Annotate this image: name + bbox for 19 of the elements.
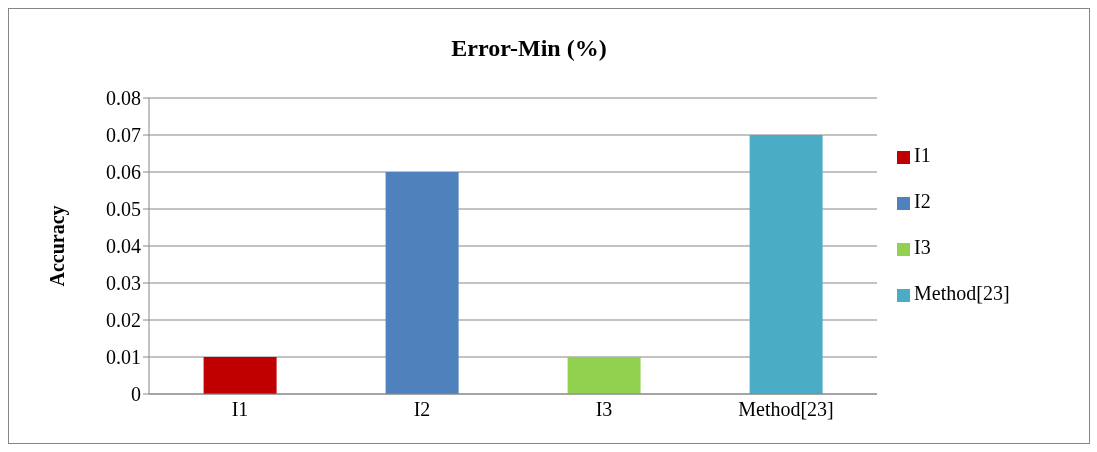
x-tick-label: I3 (595, 398, 613, 421)
y-tick-label: 0.02 (106, 309, 141, 332)
y-axis-title: Accuracy (46, 205, 70, 287)
legend-label: Method[23] (914, 282, 1010, 304)
y-tick-label: 0.05 (106, 198, 141, 221)
legend-label: I3 (914, 236, 931, 258)
y-tick-label: 0.01 (106, 346, 141, 369)
x-tick-label: Method[23] (738, 398, 834, 421)
y-tick-label: 0.04 (106, 235, 141, 258)
y-tick-label: 0.06 (106, 161, 141, 184)
y-tick-label: 0.07 (106, 124, 141, 147)
legend-label: I1 (914, 144, 931, 166)
x-tick-label: I1 (231, 398, 249, 421)
y-tick-label: 0.03 (106, 272, 141, 295)
x-tick-label: I2 (413, 398, 431, 421)
legend-label: I2 (914, 190, 931, 212)
chart-title: Error-Min (%) (450, 35, 608, 62)
y-tick-label: 0.08 (106, 87, 141, 110)
y-tick-label: 0 (131, 383, 141, 406)
